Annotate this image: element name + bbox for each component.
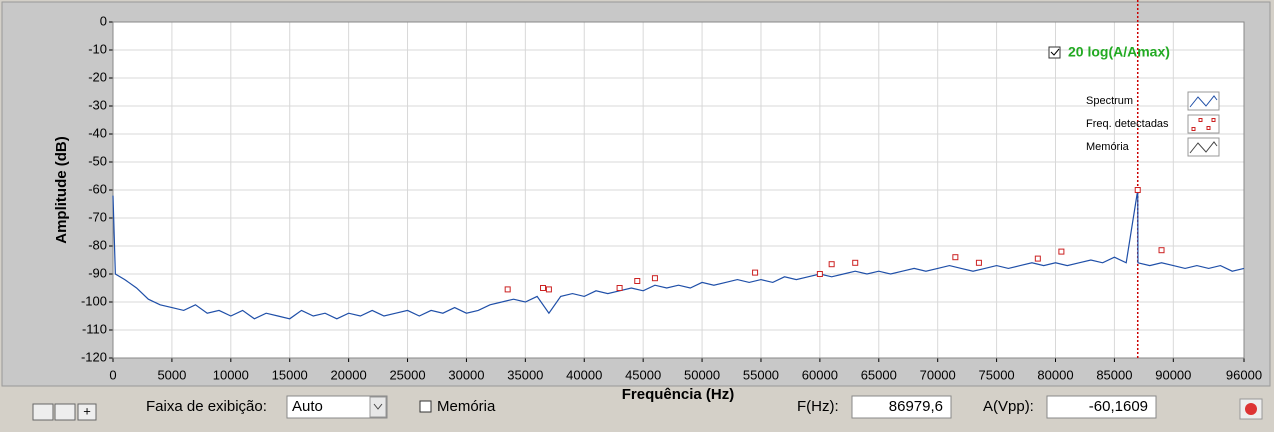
y-axis-label: Amplitude (dB) (53, 136, 70, 243)
f-box (851, 395, 952, 419)
cursor-button[interactable] (77, 403, 97, 421)
y-tick-label: -70 (88, 209, 107, 224)
legend-icon (1187, 114, 1220, 134)
x-tick-label: 85000 (1096, 367, 1132, 382)
detected-marker (540, 285, 547, 291)
x-tick-label: 20000 (331, 367, 367, 382)
detected-marker (1134, 187, 1141, 193)
zoom-button[interactable] (32, 403, 54, 421)
legend-icon (1187, 91, 1220, 111)
detected-marker (852, 259, 859, 266)
x-tick-label: 90000 (1155, 367, 1191, 382)
toggle-label[interactable]: 20 log(A/Amax) (1068, 44, 1170, 60)
a-label: A(Vpp): (983, 398, 1034, 415)
legend-swatch (1189, 95, 1218, 108)
memory-label[interactable]: Memória (437, 398, 496, 415)
x-tick-label: 65000 (861, 367, 897, 382)
detected-marker (616, 285, 623, 291)
legend-swatch (1198, 118, 1203, 122)
legend-swatch (1191, 127, 1196, 131)
detected-marker (651, 275, 658, 282)
arrow-icon (373, 403, 383, 410)
x-tick-label: 50000 (684, 367, 720, 382)
y-tick-label: -10 (88, 41, 107, 56)
legend-label: Freq. detectadas (1086, 118, 1169, 130)
detected-marker (752, 269, 759, 276)
pan-button[interactable] (54, 403, 76, 421)
x-tick-label: 60000 (802, 367, 838, 382)
x-axis-label: Frequência (Hz) (622, 386, 735, 403)
checkmark (1050, 48, 1060, 56)
detected-marker (1034, 255, 1041, 262)
x-tick-label: 96000 (1226, 367, 1262, 382)
detected-marker (545, 286, 552, 293)
f-label: F(Hz): (797, 398, 839, 415)
detected-marker (952, 254, 959, 261)
plus-icon: + (83, 403, 91, 418)
legend-swatch (1206, 126, 1211, 130)
y-tick-label: -40 (88, 125, 107, 140)
y-tick-label: -100 (81, 293, 107, 308)
f-value: 86979,6 (889, 398, 943, 415)
spectrum-line (112, 189, 1245, 320)
x-tick-label: 80000 (1037, 367, 1073, 382)
legend-label: Memória (1086, 141, 1130, 153)
y-tick-label: 0 (100, 13, 107, 28)
legend-swatch (1211, 118, 1216, 122)
legend-swatch (1189, 141, 1218, 154)
detected-marker (634, 278, 641, 284)
y-tick-label: -80 (88, 237, 107, 252)
detected-marker (504, 286, 511, 293)
x-tick-label: 55000 (743, 367, 779, 382)
x-tick-label: 45000 (625, 367, 661, 382)
y-tick-label: -30 (88, 97, 107, 112)
x-tick-label: 5000 (157, 367, 186, 382)
detected-marker (828, 261, 835, 268)
detected-marker (1158, 247, 1165, 254)
x-tick-label: 10000 (213, 367, 249, 382)
range-value[interactable]: Auto (292, 398, 323, 415)
x-tick-label: 25000 (389, 367, 425, 382)
detected-marker (975, 259, 982, 266)
range-select[interactable] (286, 395, 388, 419)
legend-icon (1187, 137, 1220, 157)
detected-marker (816, 271, 823, 277)
memory-checkbox[interactable] (419, 400, 432, 413)
range-label: Faixa de exibição: (146, 398, 267, 415)
y-tick-label: -50 (88, 153, 107, 168)
y-tick-label: -90 (88, 265, 107, 280)
export-icon (1245, 403, 1257, 415)
checkbox[interactable] (1048, 46, 1061, 59)
plot-frame (112, 21, 1245, 359)
x-tick-label: 30000 (448, 367, 484, 382)
x-tick-label: 0 (109, 367, 116, 382)
a-value: -60,1609 (1089, 398, 1148, 415)
y-tick-label: -120 (81, 349, 107, 364)
x-tick-label: 40000 (566, 367, 602, 382)
x-tick-label: 15000 (272, 367, 308, 382)
detected-marker (1058, 248, 1065, 255)
y-tick-label: -20 (88, 69, 107, 84)
x-tick-label: 75000 (979, 367, 1015, 382)
x-tick-label: 70000 (920, 367, 956, 382)
legend-label: Spectrum (1086, 95, 1133, 107)
dropdown-arrow[interactable] (369, 396, 387, 418)
y-tick-label: -60 (88, 181, 107, 196)
y-tick-label: -110 (82, 321, 107, 336)
x-tick-label: 35000 (507, 367, 543, 382)
a-box (1046, 395, 1157, 419)
